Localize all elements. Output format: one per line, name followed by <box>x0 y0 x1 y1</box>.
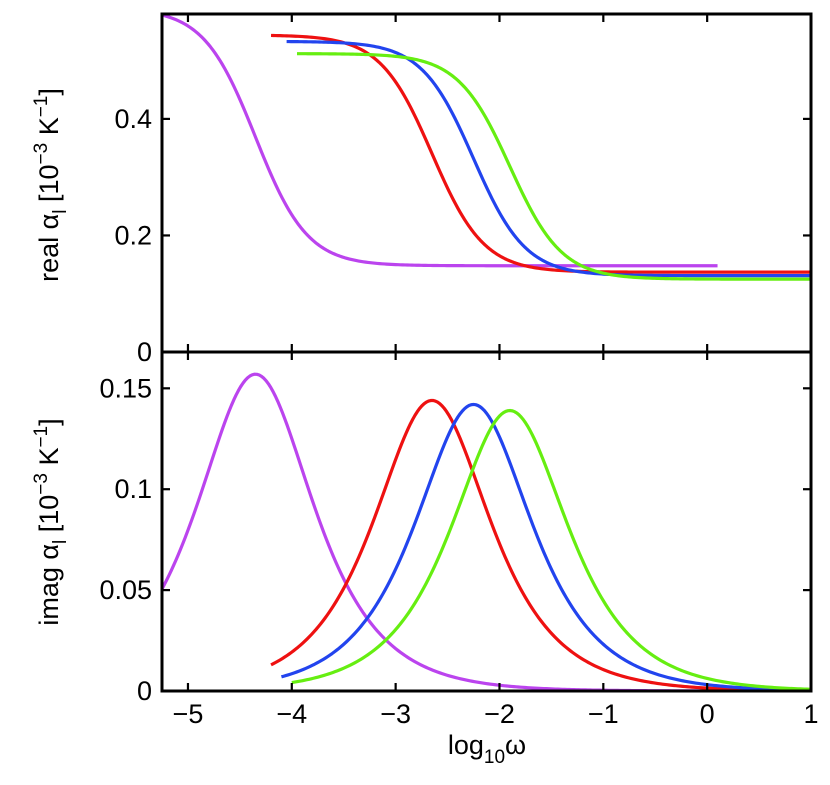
series-line-red <box>270 398 811 691</box>
series-line-green <box>291 408 811 691</box>
series-line-violet <box>162 14 718 268</box>
y-tick-label: 0 <box>137 676 152 706</box>
x-axis-label: log10ω <box>448 730 526 768</box>
series-group <box>162 372 811 691</box>
bottom-y-axis-label: imag αl [10−3 K−1] <box>31 418 71 625</box>
axes-frame <box>160 350 813 693</box>
y-tick-label: 0.4 <box>114 104 152 134</box>
imag-part-panel: 0 0.05 0.1 0.15 −5 −4 −3 −2 −1 0 1 <box>99 350 819 729</box>
top-y-axis-label: real αl [10−3 K−1] <box>31 88 71 282</box>
x-tick-label: 0 <box>700 699 715 729</box>
x-tick-label: −3 <box>380 699 411 729</box>
x-tick-label: −4 <box>276 699 307 729</box>
series-line-violet <box>162 372 718 691</box>
y-tick-label: 0.1 <box>114 474 152 504</box>
y-tick-label: 0 <box>137 337 152 367</box>
real-part-panel: 0 0.2 0.4 <box>114 12 813 367</box>
y-tick-label: 0.15 <box>99 373 152 403</box>
series-line-red <box>271 33 811 274</box>
series-line-blue <box>286 39 811 278</box>
x-tick-label: 1 <box>803 699 818 729</box>
y-tick-label: 0.2 <box>114 220 152 250</box>
x-tick-label: −2 <box>484 699 515 729</box>
y-tick-label: 0.05 <box>99 575 152 605</box>
x-tick-label: −5 <box>173 699 204 729</box>
x-tick-label: −1 <box>588 699 619 729</box>
series-line-green <box>296 52 811 281</box>
axes-frame <box>160 12 813 354</box>
series-group <box>162 14 811 281</box>
series-line-blue <box>280 402 811 691</box>
